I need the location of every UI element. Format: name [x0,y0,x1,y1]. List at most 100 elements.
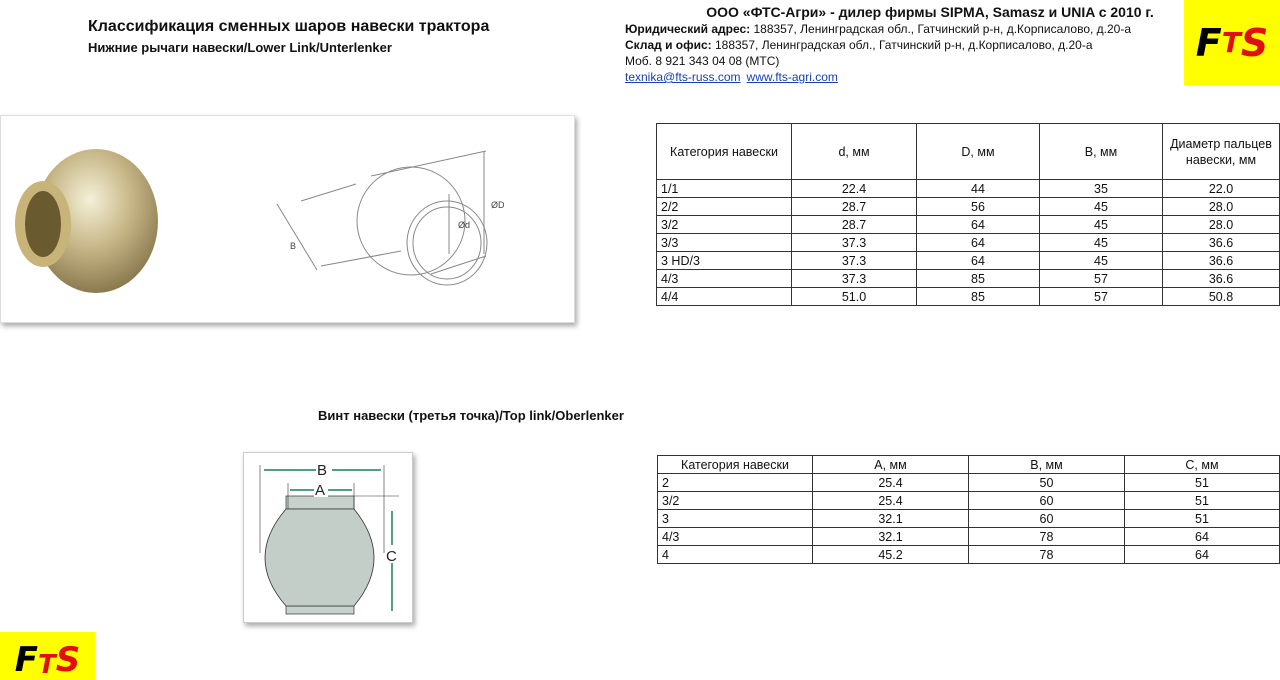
table-cell: 51 [1124,491,1280,510]
table-row: 4/4 51.0 85 57 50.8 [656,287,1280,306]
table-cell: 64 [916,251,1040,270]
table-cell: 3/2 [657,491,813,510]
table-cell: 50 [968,473,1125,492]
table-cell: 4/3 [657,527,813,546]
table-row: 3/3 37.3 64 45 36.6 [656,233,1280,252]
top-link-ball-image: B A C [243,452,413,623]
table-cell: 1/1 [656,179,792,198]
table-cell: 25.4 [812,491,969,510]
label-A: A [315,482,325,499]
label-D: ØD [491,200,505,210]
table-cell: 64 [1124,545,1280,564]
table-row: 2 25.4 50 51 [657,473,1280,492]
table-header: Категория навески A, мм B, мм C, мм [657,455,1280,474]
table-cell: 51 [1124,473,1280,492]
table-cell: 57 [1039,287,1163,306]
table-cell: 78 [968,545,1125,564]
lower-link-table: Категория навески d, мм D, мм B, мм Диам… [656,123,1280,306]
table-row: 3/2 28.7 64 45 28.0 [656,215,1280,234]
table-cell: 22.4 [791,179,917,198]
table-cell: 57 [1039,269,1163,288]
table-cell: 2 [657,473,813,492]
col-C: C, мм [1124,455,1280,474]
table-row: 4 45.2 78 64 [657,545,1280,564]
legal-address: Юридический адрес: 188357, Ленинградская… [625,21,1131,38]
legal-address-text: 188357, Ленинградская обл., Гатчинский р… [750,22,1132,36]
table-row: 4/3 32.1 78 64 [657,527,1280,546]
col-d: d, мм [791,123,917,180]
col-D: D, мм [916,123,1040,180]
table-cell: 3 [657,509,813,528]
col-B: B, мм [1039,123,1163,180]
table-cell: 85 [916,269,1040,288]
phone: Моб. 8 921 343 04 08 (МТС) [625,54,780,68]
ball-illustration: B Ød ØD [15,149,505,293]
table-cell: 37.3 [791,269,917,288]
table-cell: 28.7 [791,215,917,234]
table-cell: 78 [968,527,1125,546]
company-name: ООО «ФТС-Агри» - дилер фирмы SIPMA, Sama… [706,4,1154,20]
table-cell: 3 HD/3 [656,251,792,270]
table-cell: 37.3 [791,251,917,270]
table-cell: 3/3 [656,233,792,252]
table-cell: 85 [916,287,1040,306]
table-cell: 28.7 [791,197,917,216]
col-A: A, мм [812,455,969,474]
table-cell: 45 [1039,215,1163,234]
office-address-text: 188357, Ленинградская обл., Гатчинский р… [711,38,1093,52]
table-row: 4/3 37.3 85 57 36.6 [656,269,1280,288]
top-link-title: Винт навески (третья точка)/Top link/Obe… [318,408,624,423]
table-cell: 44 [916,179,1040,198]
table-cell: 64 [1124,527,1280,546]
col-category: Категория навески [657,455,813,474]
table-cell: 36.6 [1162,269,1280,288]
table-row: 2/2 28.7 56 45 28.0 [656,197,1280,216]
table-cell: 36.6 [1162,233,1280,252]
table-cell: 3/2 [656,215,792,234]
table-cell: 25.4 [812,473,969,492]
table-cell: 45 [1039,251,1163,270]
table-row: 3/2 25.4 60 51 [657,491,1280,510]
table-cell: 2/2 [656,197,792,216]
office-label: Склад и офис: [625,38,712,52]
label-B: B [317,462,327,479]
table-cell: 4/4 [656,287,792,306]
table-cell: 28.0 [1162,197,1280,216]
table-cell: 4/3 [656,269,792,288]
table-cell: 32.1 [812,509,969,528]
table-cell: 45.2 [812,545,969,564]
label-b: B [290,241,296,251]
contact-links: texnika@fts-russ.com www.fts-agri.com [625,70,844,84]
table-cell: 64 [916,233,1040,252]
office-address: Склад и офис: 188357, Ленинградская обл.… [625,37,1093,54]
table-cell: 37.3 [791,233,917,252]
table-cell: 60 [968,509,1125,528]
website-link[interactable]: www.fts-agri.com [746,70,838,84]
col-category: Категория навески [656,123,792,180]
col-B: B, мм [968,455,1125,474]
legal-label: Юридический адрес: [625,22,751,36]
table-cell: 60 [968,491,1125,510]
label-d: Ød [458,220,470,230]
table-cell: 50.8 [1162,287,1280,306]
table-cell: 36.6 [1162,251,1280,270]
table-cell: 35 [1039,179,1163,198]
table-row: 3 HD/3 37.3 64 45 36.6 [656,251,1280,270]
table-cell: 45 [1039,233,1163,252]
table-row: 3 32.1 60 51 [657,509,1280,528]
table-cell: 4 [657,545,813,564]
table-cell: 22.0 [1162,179,1280,198]
top-link-table: Категория навески A, мм B, мм C, мм 2 25.… [657,455,1280,564]
page-title: Классификация сменных шаров навески трак… [88,18,490,35]
page-subtitle: Нижние рычаги навески/Lower Link/Unterle… [88,40,392,55]
table-cell: 56 [916,197,1040,216]
email-link[interactable]: texnika@fts-russ.com [625,70,741,84]
top-link-diagram: B A C [259,461,399,615]
table-cell: 51 [1124,509,1280,528]
table-cell: 32.1 [812,527,969,546]
table-cell: 51.0 [791,287,917,306]
table-cell: 45 [1039,197,1163,216]
label-C: C [386,548,397,565]
